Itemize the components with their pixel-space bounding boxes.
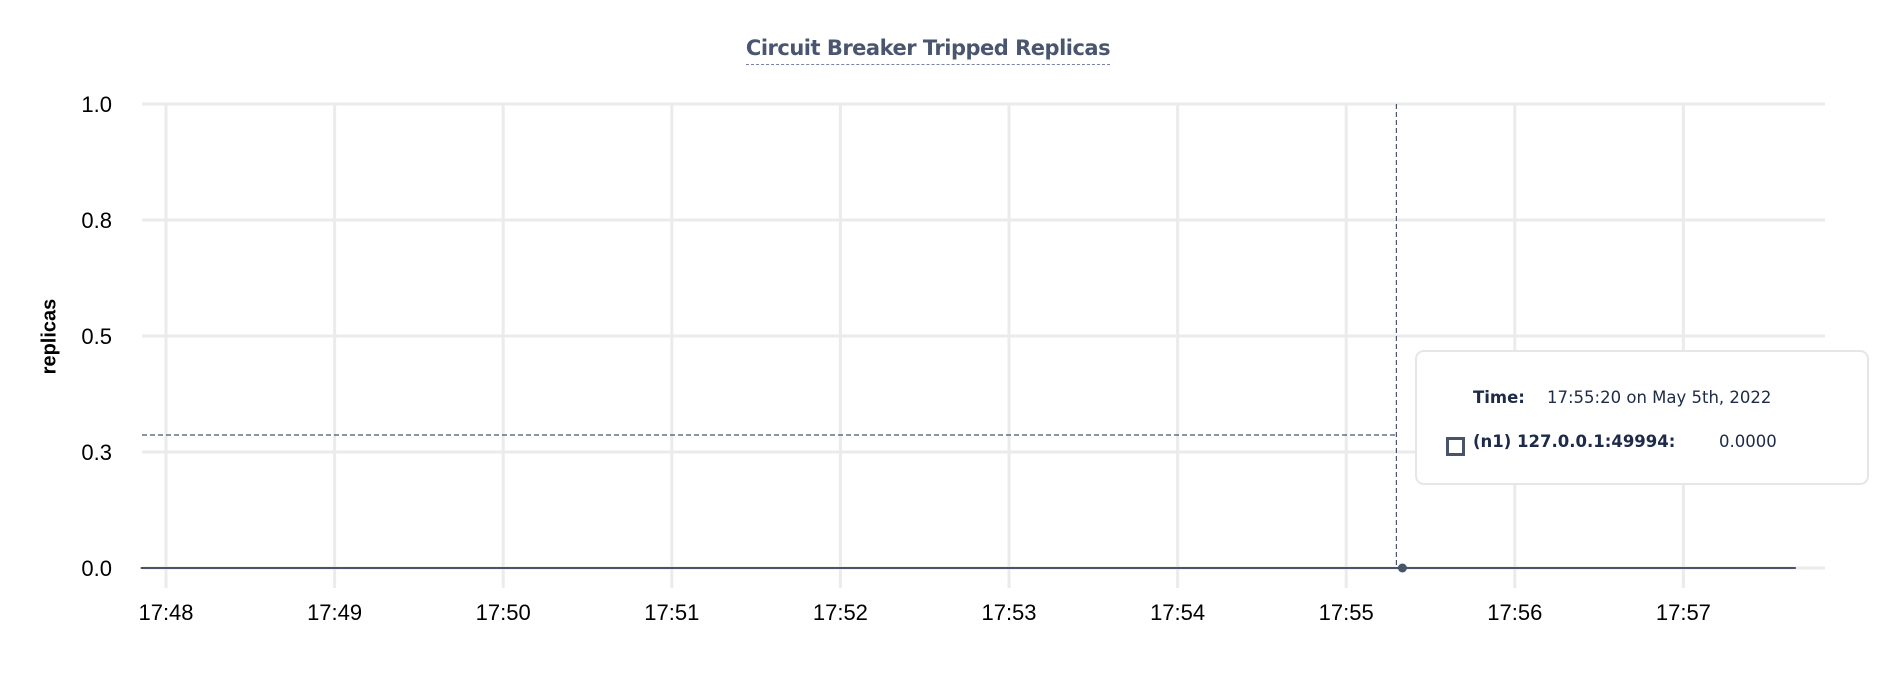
x-tick-label: 17:56 — [1487, 600, 1542, 625]
chart-title-wrap: Circuit Breaker Tripped Replicas — [0, 36, 1856, 65]
chart-title[interactable]: Circuit Breaker Tripped Replicas — [745, 36, 1111, 65]
y-tick-label: 1.0 — [81, 92, 112, 117]
tooltip-series-value: 0.0000 — [1719, 432, 1777, 451]
x-tick-label: 17:51 — [644, 600, 699, 625]
x-tick-label: 17:48 — [138, 600, 193, 625]
x-tick-label: 17:55 — [1319, 600, 1374, 625]
tooltip-series-label: (n1) 127.0.0.1:49994: — [1473, 432, 1676, 451]
x-tick-label: 17:57 — [1656, 600, 1711, 625]
x-tick-label: 17:54 — [1150, 600, 1205, 625]
y-tick-label: 0.0 — [81, 556, 112, 581]
x-tick-label: 17:49 — [307, 600, 362, 625]
hover-tooltip: Time: 17:55:20 on May 5th, 2022 (n1) 127… — [1415, 350, 1869, 485]
x-tick-label: 17:50 — [476, 600, 531, 625]
series-square-icon — [1446, 437, 1465, 456]
tooltip-time-label: Time: — [1473, 388, 1525, 407]
x-tick-label: 17:53 — [981, 600, 1036, 625]
tooltip-time-value: 17:55:20 on May 5th, 2022 — [1547, 388, 1772, 407]
y-tick-label: 0.5 — [81, 324, 112, 349]
hover-point — [1397, 563, 1407, 573]
y-tick-label: 0.3 — [81, 440, 112, 465]
x-tick-label: 17:52 — [813, 600, 868, 625]
y-tick-label: 0.8 — [81, 208, 112, 233]
